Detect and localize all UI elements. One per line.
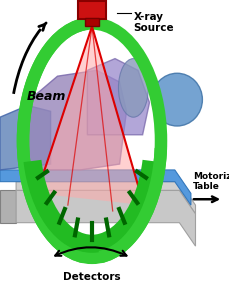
Text: Detectors: Detectors	[63, 272, 120, 282]
Polygon shape	[0, 190, 16, 223]
Ellipse shape	[151, 73, 202, 126]
Polygon shape	[0, 105, 50, 170]
Text: X-ray
Source: X-ray Source	[133, 12, 173, 33]
Bar	[85, 18, 98, 26]
Text: Motorized
Table: Motorized Table	[192, 172, 229, 191]
Polygon shape	[37, 26, 143, 205]
Polygon shape	[16, 182, 195, 214]
Polygon shape	[0, 170, 190, 205]
Text: Beam: Beam	[26, 90, 65, 103]
Polygon shape	[16, 190, 195, 246]
Polygon shape	[87, 59, 149, 135]
Ellipse shape	[118, 59, 148, 117]
FancyBboxPatch shape	[78, 1, 105, 19]
Polygon shape	[23, 70, 126, 170]
